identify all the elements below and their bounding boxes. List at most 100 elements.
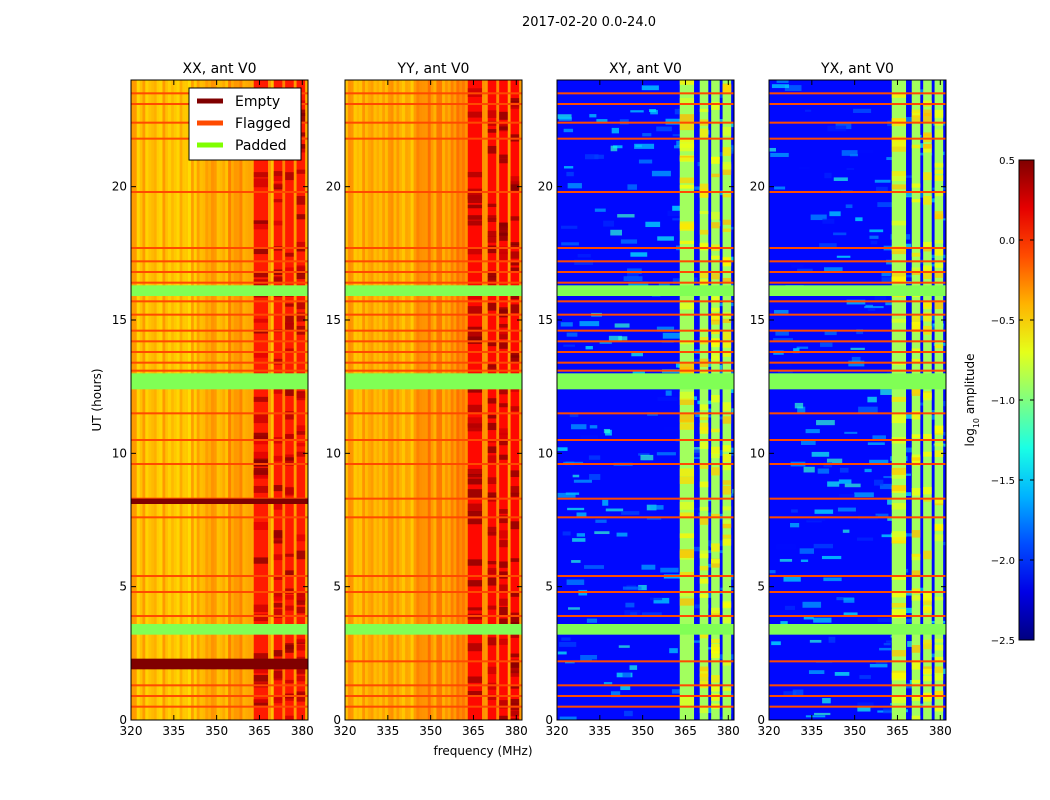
heatmap-cell: [589, 114, 597, 118]
band-cell: [499, 158, 508, 164]
bright-band: [273, 80, 283, 720]
band-cell: [510, 492, 520, 497]
heatmap-column: [205, 80, 209, 720]
band-cell: [911, 695, 921, 701]
flagged-row: [345, 281, 522, 284]
heatmap-cell: [838, 493, 855, 497]
heatmap-column: [450, 80, 454, 720]
band-cell: [891, 696, 907, 701]
band-cell: [679, 571, 695, 576]
heatmap-cell: [792, 689, 804, 696]
heatmap-cell: [711, 93, 729, 98]
heatmap-column: [407, 80, 412, 720]
heatmap-cell: [850, 347, 865, 350]
heatmap-cell: [805, 109, 812, 112]
band-cell: [934, 534, 944, 542]
heatmap-cell: [610, 229, 623, 236]
heatmap-cell: [667, 210, 688, 217]
band-cell: [499, 222, 508, 228]
band-cell: [499, 111, 508, 120]
band-cell: [253, 178, 269, 188]
band-cell: [285, 172, 294, 181]
heatmap-column: [156, 80, 161, 720]
bright-band: [911, 80, 921, 720]
heatmap-cell: [769, 147, 777, 152]
band-cell: [699, 242, 709, 251]
band-cell: [487, 577, 497, 586]
panel-frame: [768, 79, 947, 721]
flagged-row: [769, 575, 946, 577]
heatmap-column: [202, 80, 206, 720]
heatmap-cell: [809, 639, 822, 643]
band-cell: [722, 169, 732, 175]
band-cell: [699, 128, 709, 138]
y-tick-label: 5: [757, 580, 765, 594]
heatmap-column: [225, 80, 229, 720]
empty-row: [131, 658, 308, 670]
figure-title: 2017-02-20 0.0-24.0: [522, 15, 656, 30]
band-cell: [911, 457, 921, 461]
panel-title: XY, ant V0: [609, 61, 682, 77]
band-cell: [273, 575, 283, 580]
heatmap-cell: [571, 424, 587, 430]
heatmap-column: [228, 80, 232, 720]
band-cell: [699, 417, 709, 421]
band-cell: [487, 230, 497, 237]
band-cell: [285, 594, 294, 600]
flagged-row: [769, 103, 946, 105]
padded-row: [131, 624, 308, 635]
heatmap-cell: [877, 202, 893, 208]
band-cell: [510, 98, 520, 103]
flagged-row: [769, 247, 946, 249]
band-cell: [510, 699, 520, 705]
heatmap-cell: [918, 89, 926, 95]
flagged-row: [769, 191, 946, 193]
heatmap-cell: [672, 134, 687, 137]
heatmap-column: [305, 80, 308, 720]
band-cell: [923, 598, 932, 605]
band-cell: [711, 352, 720, 356]
flagged-row: [345, 684, 522, 687]
panel-title: YY, ant V0: [397, 61, 470, 77]
flagged-row: [345, 313, 522, 316]
band-cell: [285, 679, 294, 684]
heatmap-cell: [842, 529, 850, 533]
heatmap-cell: [641, 564, 656, 570]
y-tick-label: 0: [545, 713, 553, 727]
heatmap-cell: [774, 186, 786, 190]
heatmap-column: [173, 80, 178, 720]
band-cell: [891, 118, 907, 122]
flagged-row: [769, 313, 946, 316]
band-cell: [923, 301, 932, 310]
x-tick-label: 335: [376, 724, 399, 738]
heatmap-column: [222, 80, 226, 720]
heatmap-cell: [569, 413, 579, 418]
heatmap-cell: [839, 467, 849, 473]
flagged-row: [769, 271, 946, 273]
band-cell: [722, 506, 732, 511]
band-cell: [934, 270, 944, 278]
heatmap-cell: [672, 205, 687, 211]
band-cell: [891, 650, 907, 657]
flagged-row: [131, 684, 308, 687]
heatmap-cell: [640, 454, 654, 461]
band-cell: [510, 243, 520, 248]
heatmap-cell: [642, 133, 652, 137]
heatmap-cell: [571, 560, 581, 563]
heatmap-cell: [776, 544, 796, 550]
heatmap-cell: [618, 336, 628, 341]
band-cell: [711, 675, 720, 683]
band-cell: [911, 183, 921, 188]
heatmap-cell: [803, 466, 815, 473]
heatmap-cell: [613, 145, 623, 149]
band-cell: [923, 451, 932, 457]
heatmap-cell: [843, 597, 855, 603]
flagged-row: [131, 463, 308, 465]
flagged-row: [131, 516, 308, 519]
band-cell: [487, 367, 497, 371]
flagged-row: [557, 351, 734, 353]
band-cell: [510, 304, 520, 314]
heatmap-column: [384, 80, 389, 720]
heatmap-cell: [791, 509, 798, 513]
y-tick-label: 5: [333, 580, 341, 594]
